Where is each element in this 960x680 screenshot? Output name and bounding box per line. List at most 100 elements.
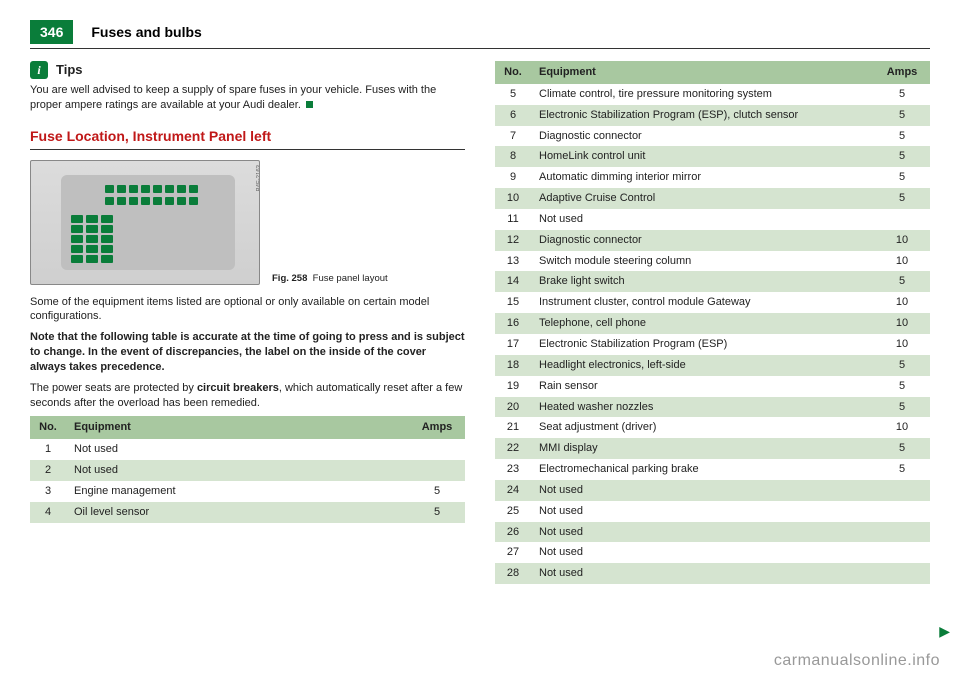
cell-no: 10	[495, 188, 531, 209]
cell-amps	[874, 563, 930, 584]
section-heading: Fuse Location, Instrument Panel left	[30, 127, 465, 150]
table-row: 22MMI display5	[495, 438, 930, 459]
cell-amps: 5	[874, 376, 930, 397]
cell-amps	[874, 501, 930, 522]
cell-amps: 10	[874, 251, 930, 272]
figure-caption-text: Fuse panel layout	[313, 273, 388, 284]
cell-no: 6	[495, 105, 531, 126]
cell-equip: Not used	[531, 563, 874, 584]
left-column: i Tips You are well advised to keep a su…	[30, 61, 465, 670]
cell-equip: Instrument cluster, control module Gatew…	[531, 292, 874, 313]
cell-amps: 5	[874, 167, 930, 188]
fuse-table-right: No. Equipment Amps 5Climate control, tir…	[495, 61, 930, 584]
table-row: 4Oil level sensor5	[30, 502, 465, 523]
th-amps: Amps	[874, 61, 930, 84]
cell-equip: Switch module steering column	[531, 251, 874, 272]
figure-number: Fig. 258	[272, 273, 307, 284]
table-row: 3Engine management5	[30, 481, 465, 502]
cell-no: 15	[495, 292, 531, 313]
figure-block: B4F-2163 Fig. 258 Fuse panel layout	[30, 160, 465, 285]
cell-amps: 5	[874, 438, 930, 459]
cell-no: 28	[495, 563, 531, 584]
cell-amps: 5	[874, 105, 930, 126]
content-columns: i Tips You are well advised to keep a su…	[30, 61, 930, 670]
tips-heading: i Tips	[30, 61, 465, 79]
table-row: 2Not used	[30, 460, 465, 481]
cell-no: 18	[495, 355, 531, 376]
cell-equip: Not used	[531, 542, 874, 563]
cell-equip: Not used	[531, 522, 874, 543]
cell-equip: Electronic Stabilization Program (ESP)	[531, 334, 874, 355]
table-row: 27Not used	[495, 542, 930, 563]
cell-equip: MMI display	[531, 438, 874, 459]
fuse-panel-image: B4F-2163	[30, 160, 260, 285]
tips-body: You are well advised to keep a supply of…	[30, 84, 436, 111]
cell-equip: Heated washer nozzles	[531, 397, 874, 418]
p3-a: The power seats are protected by	[30, 382, 197, 394]
cell-no: 14	[495, 271, 531, 292]
table-row: 7Diagnostic connector5	[495, 126, 930, 147]
cell-amps: 10	[874, 417, 930, 438]
figure-caption: Fig. 258 Fuse panel layout	[272, 273, 388, 284]
cell-no: 27	[495, 542, 531, 563]
cell-amps: 5	[874, 459, 930, 480]
cell-equip: Brake light switch	[531, 271, 874, 292]
table-row: 25Not used	[495, 501, 930, 522]
cell-no: 3	[30, 481, 66, 502]
table-row: 23Electromechanical parking brake5	[495, 459, 930, 480]
th-amps: Amps	[409, 416, 465, 439]
table-row: 28Not used	[495, 563, 930, 584]
cell-equip: Climate control, tire pressure monitorin…	[531, 84, 874, 105]
cell-equip: Electronic Stabilization Program (ESP), …	[531, 105, 874, 126]
cell-equip: Engine management	[66, 481, 409, 502]
cell-amps: 5	[874, 84, 930, 105]
th-no: No.	[30, 416, 66, 439]
page-number: 346	[30, 20, 73, 44]
table-header-row: No. Equipment Amps	[495, 61, 930, 84]
right-column: No. Equipment Amps 5Climate control, tir…	[495, 61, 930, 670]
table-row: 8HomeLink control unit5	[495, 146, 930, 167]
table-row: 11Not used	[495, 209, 930, 230]
page-header: 346 Fuses and bulbs	[30, 20, 930, 49]
fuse-panel-body	[61, 175, 235, 270]
table-row: 14Brake light switch5	[495, 271, 930, 292]
cell-amps: 5	[874, 271, 930, 292]
cell-amps: 5	[874, 126, 930, 147]
cell-no: 13	[495, 251, 531, 272]
cell-no: 25	[495, 501, 531, 522]
cell-amps	[874, 542, 930, 563]
table-row: 13Switch module steering column10	[495, 251, 930, 272]
cell-amps: 5	[874, 146, 930, 167]
end-marker-icon	[306, 101, 313, 108]
page-title: Fuses and bulbs	[91, 24, 201, 40]
cell-no: 23	[495, 459, 531, 480]
th-equip: Equipment	[66, 416, 409, 439]
manual-page: 346 Fuses and bulbs i Tips You are well …	[0, 0, 960, 680]
table-body-left: 1Not used 2Not used 3Engine management5 …	[30, 439, 465, 522]
p3-b: circuit breakers	[197, 382, 279, 394]
cell-equip: Not used	[531, 501, 874, 522]
cell-equip: Electromechanical parking brake	[531, 459, 874, 480]
cell-no: 11	[495, 209, 531, 230]
cell-amps: 5	[409, 481, 465, 502]
table-row: 10Adaptive Cruise Control5	[495, 188, 930, 209]
paragraph-3: The power seats are protected by circuit…	[30, 381, 465, 411]
th-no: No.	[495, 61, 531, 84]
cell-equip: Not used	[531, 209, 874, 230]
cell-equip: Diagnostic connector	[531, 230, 874, 251]
cell-equip: Adaptive Cruise Control	[531, 188, 874, 209]
cell-amps: 10	[874, 230, 930, 251]
table-row: 18Headlight electronics, left-side5	[495, 355, 930, 376]
cell-no: 19	[495, 376, 531, 397]
table-body-right: 5Climate control, tire pressure monitori…	[495, 84, 930, 584]
cell-amps	[874, 209, 930, 230]
tips-text: You are well advised to keep a supply of…	[30, 83, 465, 113]
cell-equip: Telephone, cell phone	[531, 313, 874, 334]
table-row: 5Climate control, tire pressure monitori…	[495, 84, 930, 105]
cell-equip: Headlight electronics, left-side	[531, 355, 874, 376]
cell-no: 9	[495, 167, 531, 188]
cell-no: 1	[30, 439, 66, 460]
table-header-row: No. Equipment Amps	[30, 416, 465, 439]
table-row: 12Diagnostic connector10	[495, 230, 930, 251]
cell-amps	[409, 439, 465, 460]
